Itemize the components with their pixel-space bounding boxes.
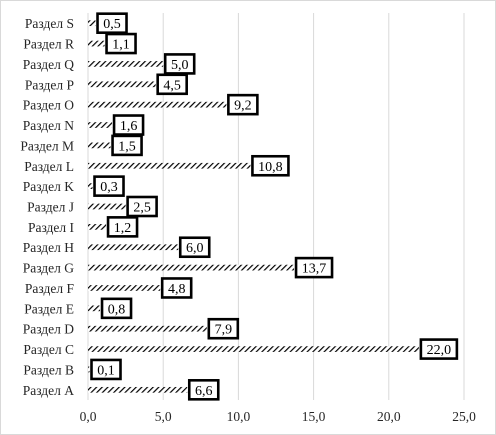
bar [88,183,93,189]
x-tick-label: 20,0 [377,409,401,424]
data-label-box [111,134,143,157]
category-label: Раздел E [24,301,74,316]
data-label: 22,0 [427,343,452,358]
data-label: 7,9 [215,323,233,338]
category-label: Раздел I [28,220,75,235]
category-label: Раздел F [25,281,75,296]
category-label: Раздел G [23,261,75,276]
data-label: 13,7 [302,262,327,277]
data-label-box [227,93,259,116]
bar [88,20,96,27]
data-label-box [207,317,240,340]
category-label: Раздел J [27,200,74,215]
category-labels: Раздел A Раздел B Раздел C Раздел D Раздел E… [20,16,74,398]
data-label: 2,5 [133,201,151,216]
x-tick-label: 10,0 [227,409,251,424]
category-label: Раздел H [23,240,75,255]
category-label: Раздел R [23,37,74,52]
category-label: Раздел O [23,98,75,113]
data-label-box [93,175,125,197]
data-label-box [105,32,137,55]
bar [88,81,156,88]
data-label-box [294,256,334,279]
bar [88,346,419,352]
bar [88,40,105,47]
category-label: Раздел A [23,383,75,398]
data-label-box [163,53,196,75]
bar [88,61,164,67]
data-label: 0,3 [100,180,118,195]
category-label: Раздел K [23,179,75,194]
data-label: 6,6 [195,384,213,399]
bar [88,224,107,230]
category-label: Раздел D [23,322,75,337]
bar [88,366,90,373]
category-label: Раздел S [25,16,74,31]
data-label-box [106,216,139,238]
data-label-box [126,195,158,218]
category-label: Раздел C [23,342,74,357]
data-label: 1,2 [114,221,132,236]
x-tick-label: 15,0 [302,409,326,424]
data-label: 4,8 [168,282,186,297]
bar [88,101,227,108]
data-label-box [251,154,290,177]
bar [88,285,161,291]
data-label: 0,8 [108,302,126,317]
data-label-box [90,358,122,381]
bar [88,122,113,128]
bar [88,264,295,271]
data-label: 5,0 [171,58,189,73]
data-label: 6,0 [186,241,204,256]
data-label-box [156,73,188,96]
data-label-box [100,297,133,320]
bar [88,305,101,312]
category-label: Раздел P [25,77,74,92]
data-label: 1,1 [112,38,130,53]
data-label-box [419,338,459,360]
bar [88,244,179,251]
data-labels: 6,6 0,1 22,0 7,9 0,8 4,8 13,7 6,0 1,22,5 0,3 10,8 1… [90,12,459,401]
data-label: 0,5 [103,17,121,32]
bar [88,386,188,393]
data-label-box [112,114,145,136]
x-tick-label: 0,0 [80,409,97,424]
data-label-box [187,379,220,401]
data-label: 1,6 [120,119,138,134]
bar [88,203,126,210]
x-tick-label: 25,0 [452,409,476,424]
data-label: 10,8 [258,160,283,175]
data-label-box [178,236,211,259]
data-label: 4,5 [163,78,181,93]
data-label-box [96,12,128,34]
category-label: Раздел Q [23,57,75,72]
x-tick-label: 5,0 [155,409,172,424]
category-label: Раздел L [24,159,74,174]
category-label: Раздел N [23,118,75,133]
data-label-box [160,277,193,299]
bar [88,162,251,169]
data-label: 9,2 [234,99,252,114]
bar [88,325,207,332]
bars [88,20,419,393]
category-label: Раздел M [20,138,74,153]
data-label: 1,5 [118,139,136,154]
category-label: Раздел B [23,362,74,377]
x-axis-ticks: 0,0 5,0 10,0 15,0 20,0 25,0 [80,409,477,424]
data-label: 0,1 [97,363,115,378]
bar [88,142,111,149]
